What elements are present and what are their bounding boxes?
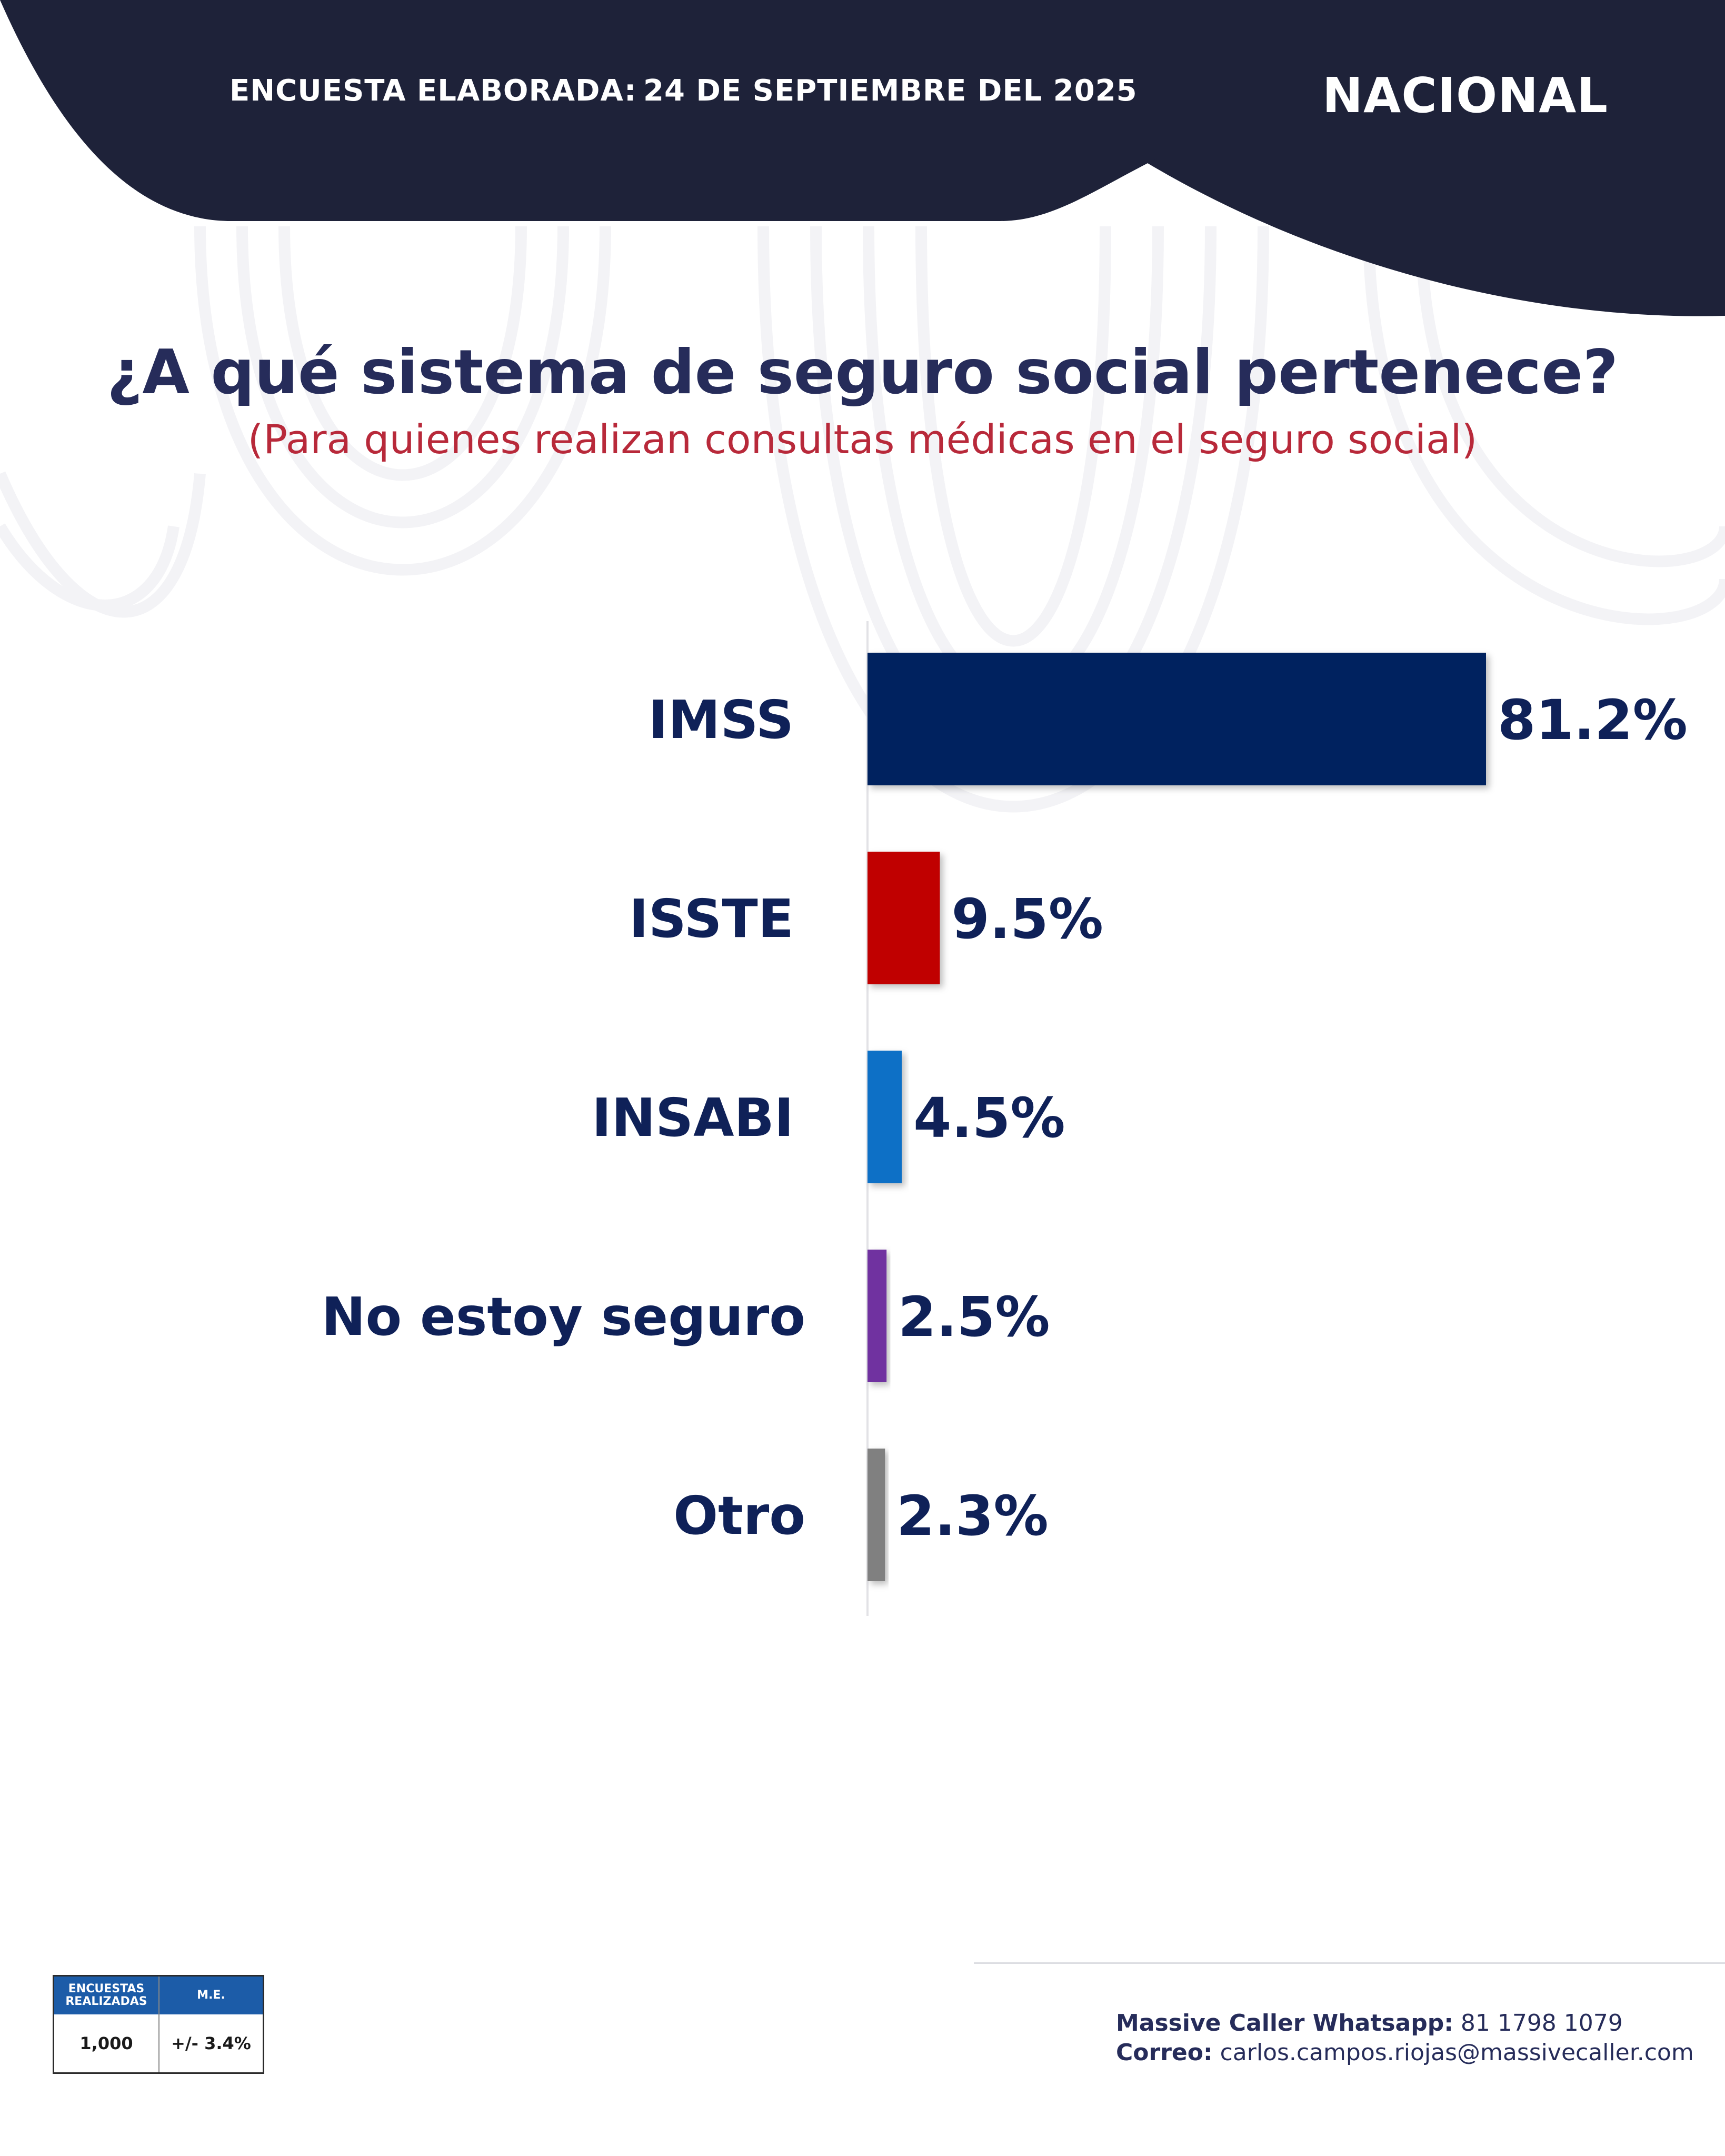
value-label-otro: 2.3% xyxy=(896,1484,1048,1548)
whatsapp-value: 81 1798 1079 xyxy=(1460,2010,1623,2037)
category-label-imss: IMSS xyxy=(649,689,794,751)
chart-subtitle: (Para quienes realizan consultas médicas… xyxy=(247,416,1478,463)
category-label-isste: ISSTE xyxy=(629,888,794,950)
survey-label: ENCUESTA ELABORADA: xyxy=(230,74,637,108)
survey-date: 24 DE SEPTIEMBRE DEL 2025 xyxy=(643,74,1138,108)
bar-otro xyxy=(868,1449,885,1581)
region-label: NACIONAL xyxy=(1322,67,1608,124)
email-label: Correo: xyxy=(1116,2039,1213,2066)
category-label-otro: Otro xyxy=(673,1485,805,1546)
stats-header-me: M.E. xyxy=(197,1989,225,2002)
contact-whatsapp: Massive Caller Whatsapp: 81 1798 1079 xyxy=(1116,2010,1623,2037)
chart-title: ¿A qué sistema de seguro social pertenec… xyxy=(106,337,1619,408)
value-label-isste: 9.5% xyxy=(951,887,1103,951)
bar-insabi xyxy=(868,1051,902,1183)
value-label-imss: 81.2% xyxy=(1498,688,1688,752)
footer-divider xyxy=(974,1962,1725,1964)
value-label-insabi: 4.5% xyxy=(913,1086,1065,1150)
survey-stats-table: ENCUESTAS REALIZADAS M.E. 1,000 +/- 3.4% xyxy=(53,1975,264,2074)
bar-isste xyxy=(868,852,940,984)
category-label-no-estoy-seguro: No estoy seguro xyxy=(322,1286,805,1348)
stats-value-surveys: 1,000 xyxy=(54,2014,159,2072)
header-shape-left xyxy=(0,0,1158,221)
value-label-no-estoy-seguro: 2.5% xyxy=(898,1285,1050,1349)
bar-imss xyxy=(868,653,1486,785)
bar-no-estoy-seguro xyxy=(868,1250,887,1382)
whatsapp-label: Massive Caller Whatsapp: xyxy=(1116,2010,1453,2037)
stats-value-me: +/- 3.4% xyxy=(171,2033,251,2053)
category-label-insabi: INSABI xyxy=(592,1087,794,1149)
contact-email: Correo: carlos.campos.riojas@massivecall… xyxy=(1116,2039,1694,2066)
email-value: carlos.campos.riojas@massivecaller.com xyxy=(1220,2039,1694,2066)
stats-header-surveys: ENCUESTAS REALIZADAS xyxy=(54,1977,159,2014)
